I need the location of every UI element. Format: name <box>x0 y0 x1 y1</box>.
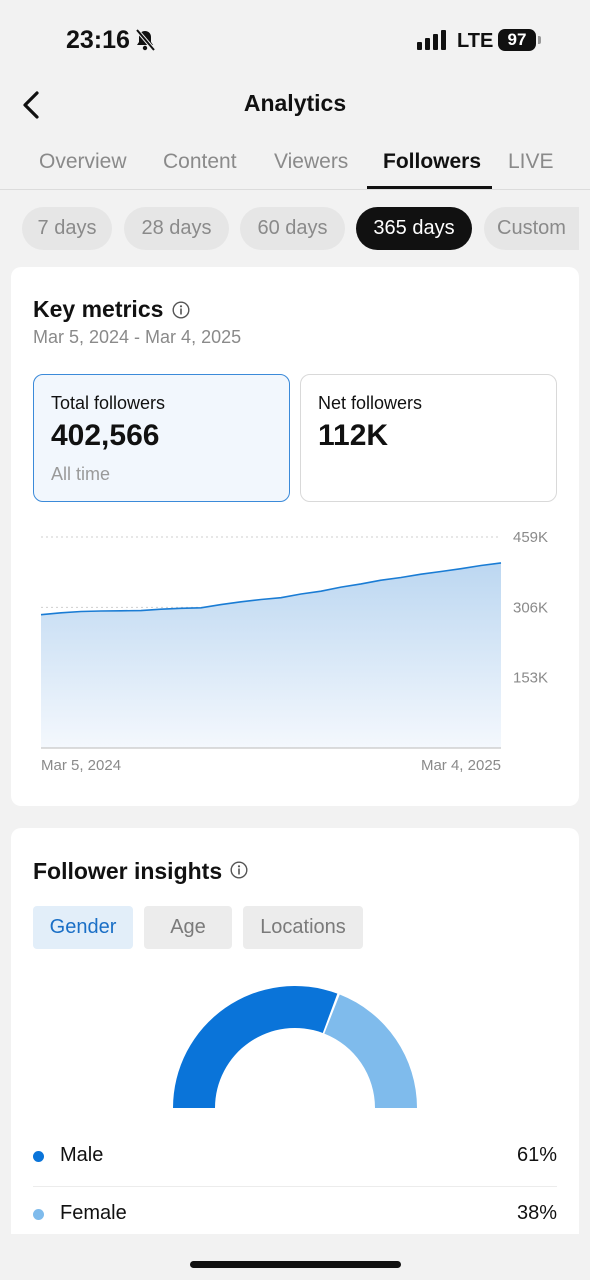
tabs-divider <box>0 189 590 190</box>
chart-area-fill <box>41 562 501 748</box>
status-time: 23:16 <box>66 26 130 54</box>
tab-content[interactable]: Content <box>163 150 237 173</box>
donut-segment-male[interactable] <box>173 986 338 1108</box>
metric-label: Net followers <box>318 393 423 413</box>
net-followers-card[interactable]: Net followers 112K <box>300 374 557 502</box>
legend-dot-male <box>33 1151 44 1162</box>
date-range: Mar 5, 2024 - Mar 4, 2025 <box>33 327 242 347</box>
legend-row-male: Male 61% <box>33 1138 557 1178</box>
chart-series-line <box>40 562 502 616</box>
legend-row-female: Female 38% <box>33 1196 557 1236</box>
info-icon[interactable] <box>172 301 190 319</box>
tab-followers[interactable]: Followers <box>383 150 482 173</box>
tab-overview[interactable]: Overview <box>39 150 127 173</box>
legend-percent: 61% <box>516 1144 557 1166</box>
legend-label: Male <box>60 1144 104 1166</box>
follower-insights-title: Follower insights <box>33 858 223 884</box>
cellular-signal-icon <box>417 30 446 50</box>
active-tab-indicator <box>367 186 492 189</box>
insights-tab-gender[interactable]: Gender <box>33 906 133 949</box>
key-metrics-title: Key metrics <box>33 296 164 322</box>
legend-label: Female <box>60 1202 127 1224</box>
x-axis-start-label: Mar 5, 2024 <box>41 757 121 774</box>
range-chip-custom[interactable]: Custom <box>484 207 579 250</box>
legend-divider <box>33 1186 557 1187</box>
network-type: LTE <box>457 30 494 52</box>
metric-value: 112K <box>318 419 389 452</box>
y-tick-label: 306K <box>513 599 548 616</box>
total-followers-card[interactable]: Total followers 402,566 All time <box>33 374 290 502</box>
tab-viewers[interactable]: Viewers <box>274 150 349 173</box>
battery-icon: 97 <box>498 29 536 51</box>
x-axis-end-label: Mar 4, 2025 <box>421 757 501 774</box>
range-chip-60-days[interactable]: 60 days <box>240 207 345 250</box>
top-bar: 23:16 LTE 97 Analytics Overview Content … <box>0 0 590 190</box>
home-indicator[interactable] <box>190 1261 401 1268</box>
bottom-safe-area <box>0 1234 590 1280</box>
y-tick-label: 153K <box>513 670 548 687</box>
donut-segment-female[interactable] <box>324 994 417 1108</box>
range-chip-28-days[interactable]: 28 days <box>124 207 229 250</box>
insights-tab-locations[interactable]: Locations <box>243 906 363 949</box>
y-tick-label: 459K <box>513 529 548 546</box>
back-chevron-icon[interactable] <box>18 88 46 122</box>
follower-insights-card: Follower insights Gender Age Locations M… <box>11 828 579 1248</box>
range-chip-365-days[interactable]: 365 days <box>356 207 472 250</box>
metric-value: 402,566 <box>51 419 160 452</box>
range-chip-7-days[interactable]: 7 days <box>22 207 112 250</box>
gender-half-donut-chart <box>173 986 417 1108</box>
key-metrics-card: Key metrics Mar 5, 2024 - Mar 4, 2025 To… <box>11 267 579 806</box>
legend-percent: 38% <box>516 1202 557 1224</box>
metric-subtext: All time <box>51 464 111 484</box>
tab-bar: Overview Content Viewers Followers LIVE <box>0 146 590 190</box>
legend-dot-female <box>33 1209 44 1220</box>
battery-nub <box>538 36 541 44</box>
bell-muted-icon <box>135 28 156 52</box>
info-icon[interactable] <box>230 861 248 879</box>
insights-tab-age[interactable]: Age <box>144 906 232 949</box>
followers-area-chart: 459K 306K 153K Mar 5, 2024 Mar 4, 2025 <box>40 529 548 774</box>
metric-label: Total followers <box>51 393 166 413</box>
page-title: Analytics <box>243 90 347 116</box>
tab-live[interactable]: LIVE <box>508 150 554 173</box>
